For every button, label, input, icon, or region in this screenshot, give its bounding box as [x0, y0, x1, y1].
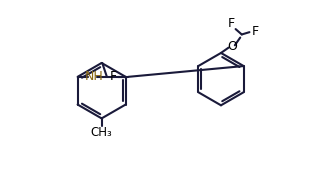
Text: CH₃: CH₃ — [91, 126, 112, 139]
Text: F: F — [110, 70, 117, 83]
Text: O: O — [228, 40, 237, 53]
Text: F: F — [228, 17, 234, 30]
Text: F: F — [252, 25, 259, 38]
Text: NH: NH — [84, 70, 103, 83]
